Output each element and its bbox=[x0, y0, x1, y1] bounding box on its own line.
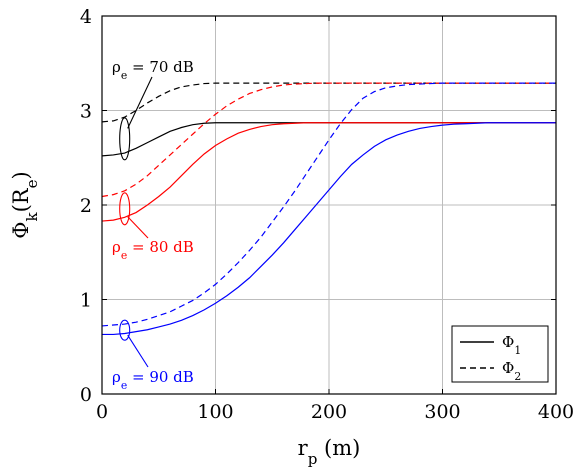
x-tick-label: 0 bbox=[96, 401, 108, 423]
x-tick-label: 400 bbox=[538, 401, 574, 423]
annotation-leader bbox=[127, 76, 153, 129]
y-tick-label: 0 bbox=[80, 384, 92, 406]
annotation-leader bbox=[127, 216, 149, 239]
annotation-label: ρe = 70 dB bbox=[112, 58, 194, 82]
ticks: 0 100 200 300 400 0 1 2 3 4 bbox=[80, 6, 574, 423]
series-line bbox=[101, 82, 556, 327]
grid bbox=[102, 16, 556, 394]
y-tick-label: 1 bbox=[80, 290, 92, 312]
annotation-ellipse bbox=[119, 192, 131, 226]
annotation-label: ρe = 90 dB bbox=[112, 368, 194, 392]
y-tick-label: 3 bbox=[80, 101, 92, 123]
x-tick-label: 100 bbox=[197, 401, 233, 423]
legend-label: Φ2 bbox=[502, 359, 521, 383]
series-group bbox=[101, 82, 556, 336]
x-tick-label: 200 bbox=[311, 401, 347, 423]
series-line bbox=[102, 122, 556, 336]
annotation-leader bbox=[127, 334, 149, 368]
annotations: ρe = 70 dB ρe = 80 dB ρe = 90 dB bbox=[112, 58, 194, 392]
y-axis-label: Φk(Re) bbox=[9, 171, 41, 239]
legend-label: Φ1 bbox=[502, 333, 521, 357]
annotation-ellipse bbox=[119, 117, 131, 161]
x-tick-label: 300 bbox=[424, 401, 460, 423]
y-tick-label: 4 bbox=[80, 6, 92, 28]
annotation-ellipse bbox=[119, 319, 131, 341]
y-tick-label: 2 bbox=[80, 195, 92, 217]
annotation-label: ρe = 80 dB bbox=[112, 238, 194, 262]
x-axis-label: rp (m) bbox=[298, 436, 361, 468]
axis-labels: rp (m) Φk(Re) bbox=[9, 171, 360, 468]
legend-box bbox=[451, 325, 549, 383]
